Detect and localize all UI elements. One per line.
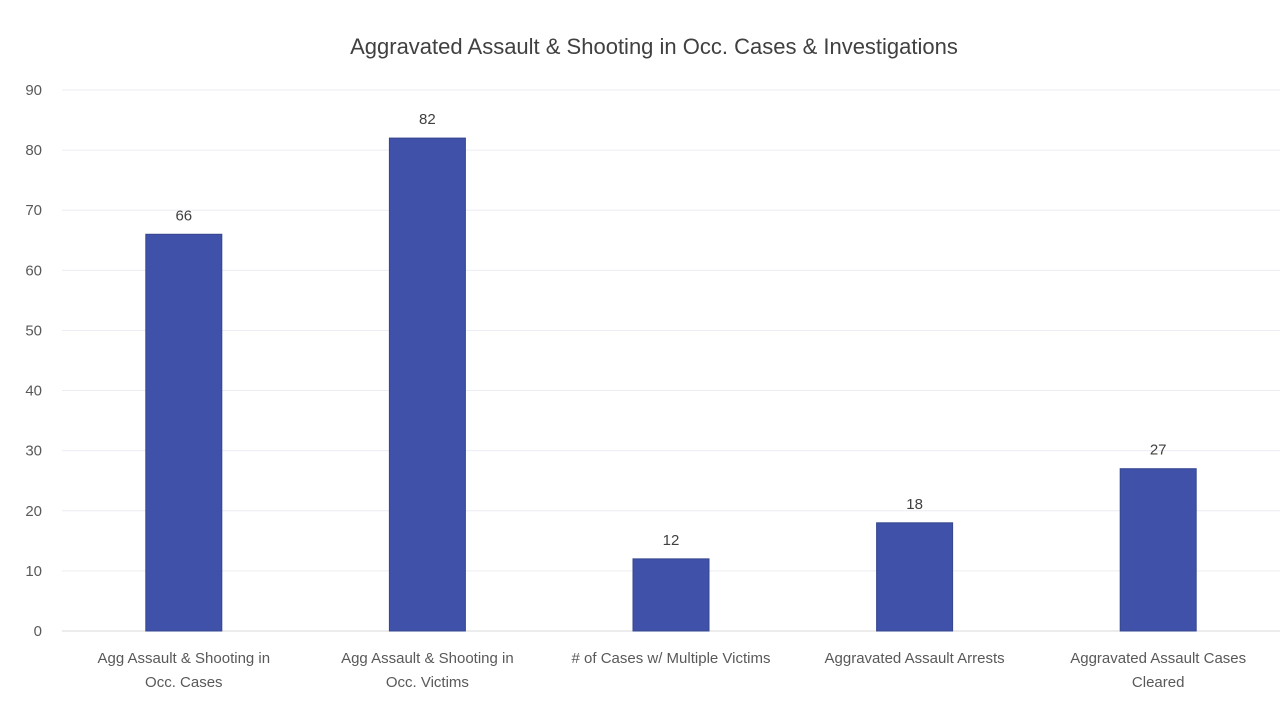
chart-title: Aggravated Assault & Shooting in Occ. Ca… [350, 34, 958, 59]
data-label: 82 [419, 111, 436, 128]
bar [1119, 468, 1197, 632]
x-category-label: Agg Assault & Shooting in [97, 650, 270, 667]
bars [145, 137, 1197, 632]
x-category-label: Cleared [1132, 674, 1185, 691]
y-tick-label: 10 [25, 563, 42, 580]
y-tick-label: 60 [25, 262, 42, 279]
y-tick-label: 20 [25, 503, 42, 520]
x-category-label: Aggravated Assault Arrests [825, 650, 1005, 667]
bar [632, 558, 710, 632]
y-tick-label: 0 [34, 623, 42, 640]
data-labels: 66 82 12 18 27 [175, 111, 1166, 549]
x-category-label: Agg Assault & Shooting in [341, 650, 514, 667]
data-label: 27 [1150, 442, 1167, 459]
y-tick-label: 30 [25, 443, 42, 460]
y-tick-label: 90 [25, 82, 42, 99]
data-label: 12 [663, 532, 680, 549]
x-category-label: Occ. Victims [386, 674, 469, 691]
bar [876, 522, 954, 632]
y-tick-label: 80 [25, 142, 42, 159]
y-axis-tick-labels: 0 10 20 30 40 50 60 70 80 90 [25, 82, 42, 640]
bar [145, 233, 223, 632]
x-category-label: Occ. Cases [145, 674, 223, 691]
bar [388, 137, 466, 632]
x-category-label: # of Cases w/ Multiple Victims [572, 650, 771, 667]
gridlines [62, 89, 1280, 632]
data-label: 18 [906, 496, 923, 513]
data-label: 66 [175, 207, 192, 224]
y-tick-label: 50 [25, 322, 42, 339]
y-tick-label: 70 [25, 202, 42, 219]
y-tick-label: 40 [25, 383, 42, 400]
category-labels: Agg Assault & Shooting in Occ. Cases Agg A… [97, 650, 1246, 691]
x-category-label: Aggravated Assault Cases [1070, 650, 1246, 667]
